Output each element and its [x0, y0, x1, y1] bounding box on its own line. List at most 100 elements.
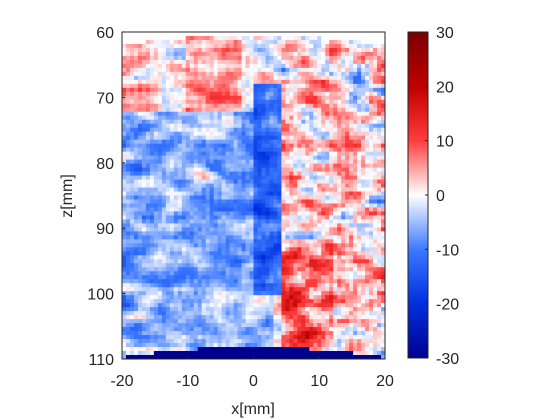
heatmap-cell — [249, 59, 255, 65]
heatmap-cell — [141, 159, 147, 165]
heatmap-cell — [253, 195, 259, 201]
heatmap-cell — [349, 59, 354, 65]
heatmap-cell — [317, 295, 322, 300]
heatmap-cell — [365, 171, 370, 177]
heatmap-cell — [241, 171, 247, 177]
heatmap-cell — [377, 147, 382, 153]
heatmap-cell — [145, 295, 151, 300]
heatmap-cell — [265, 63, 271, 69]
heatmap-cell — [293, 55, 298, 61]
heatmap-cell — [189, 327, 195, 332]
heatmap-cell — [261, 63, 267, 69]
heatmap-cell — [157, 131, 163, 137]
heatmap-cell — [173, 51, 179, 57]
heatmap-cell — [233, 183, 239, 189]
heatmap-cell — [125, 83, 131, 89]
heatmap-cell — [165, 51, 171, 57]
heatmap-cell — [265, 123, 271, 129]
heatmap-cell — [257, 219, 263, 225]
heatmap-cell — [229, 219, 235, 225]
heatmap-cell — [345, 255, 350, 260]
heatmap-cell — [241, 231, 247, 236]
heatmap-cell — [313, 191, 318, 197]
heatmap-cell — [285, 63, 290, 69]
heatmap-cell — [273, 111, 278, 117]
heatmap-cell — [205, 175, 211, 181]
heatmap-cell — [305, 239, 310, 244]
heatmap-cell — [309, 323, 314, 328]
heatmap-cell — [357, 279, 362, 284]
heatmap-cell — [269, 327, 275, 332]
heatmap-cell — [137, 123, 143, 129]
heatmap-cell — [357, 327, 362, 332]
heatmap-cell — [233, 323, 239, 328]
heatmap-cell — [257, 263, 263, 268]
heatmap-cell — [361, 91, 366, 97]
heatmap-cell — [141, 179, 147, 185]
heatmap-cell — [341, 235, 346, 240]
heatmap-cell — [337, 231, 342, 236]
heatmap-cell — [201, 315, 207, 320]
heatmap-cell — [301, 143, 306, 149]
heatmap-cell — [229, 99, 235, 105]
heatmap-cell — [129, 235, 135, 240]
heatmap-cell — [253, 115, 259, 121]
heatmap-cell — [377, 83, 382, 89]
heatmap-cell — [369, 139, 374, 145]
heatmap-cell — [145, 243, 151, 248]
heatmap-cell — [317, 59, 322, 65]
heatmap-cell — [233, 227, 239, 232]
heatmap-cell — [313, 155, 318, 161]
heatmap-cell — [177, 63, 183, 69]
heatmap-cell — [177, 327, 183, 332]
heatmap-cell — [261, 255, 267, 260]
heatmap-cell — [329, 303, 334, 308]
heatmap-cell — [345, 159, 350, 165]
heatmap-cell — [153, 115, 159, 121]
heatmap-cell — [309, 291, 314, 296]
heatmap-cell — [193, 171, 199, 177]
heatmap-cell — [189, 47, 195, 53]
heatmap-cell — [321, 87, 326, 93]
heatmap-cell — [233, 111, 239, 117]
heatmap-cell — [345, 55, 350, 61]
heatmap-cell — [197, 175, 203, 181]
heatmap-cell — [153, 315, 159, 320]
heatmap-cell — [345, 43, 350, 49]
heatmap-cell — [209, 51, 215, 57]
heatmap-cell — [381, 155, 385, 161]
heatmap-cell — [377, 59, 382, 65]
heatmap-cell — [261, 135, 267, 141]
heatmap-cell — [313, 271, 318, 276]
heatmap-cell — [193, 147, 199, 153]
heatmap-cell — [329, 115, 334, 121]
heatmap-cell — [309, 235, 314, 240]
heatmap-cell — [141, 327, 147, 332]
heatmap-cell — [133, 39, 139, 45]
heatmap-cell — [321, 243, 326, 248]
heatmap-cell — [297, 239, 302, 244]
heatmap-cell — [265, 83, 271, 89]
heatmap-cell — [365, 135, 370, 141]
heatmap-cell — [169, 59, 175, 65]
heatmap-cell — [377, 287, 382, 292]
heatmap-cell — [169, 47, 175, 53]
heatmap-cell — [173, 287, 179, 292]
heatmap-cell — [273, 123, 278, 129]
heatmap-cell — [345, 83, 350, 89]
heatmap-cell — [161, 223, 167, 228]
heatmap-cell — [161, 123, 167, 129]
heatmap-cell — [257, 103, 263, 109]
heatmap-cell — [157, 95, 163, 101]
heatmap-cell — [265, 155, 271, 161]
heatmap-cell — [233, 127, 239, 133]
heatmap-cell — [257, 32, 263, 37]
heatmap-cell — [329, 71, 334, 77]
heatmap-cell — [241, 199, 247, 205]
heatmap-cell — [285, 211, 290, 217]
heatmap-cell — [133, 99, 139, 105]
heatmap-cell — [269, 255, 275, 260]
heatmap-cell — [221, 271, 227, 276]
heatmap-cell — [333, 63, 338, 69]
heatmap-cell — [165, 143, 171, 149]
